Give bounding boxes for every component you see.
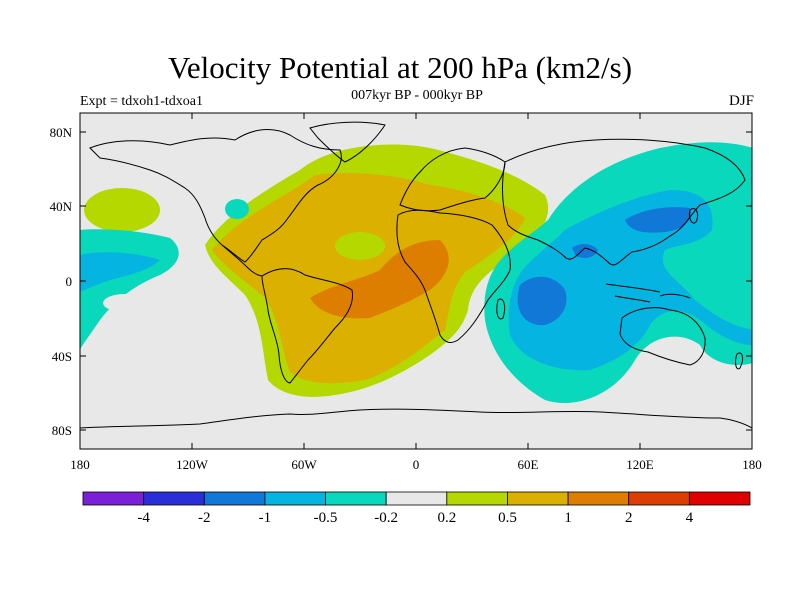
contour-fields	[80, 142, 752, 404]
y-axis-labels: 80N 40N 0 40S 80S	[50, 125, 73, 438]
contour-negative-1-east-asia	[625, 207, 692, 233]
colorbar-label: -0.2	[374, 510, 398, 526]
x-tick-label: 120W	[176, 457, 209, 472]
coastline-australia	[619, 307, 706, 366]
colorbar-label: -0.5	[314, 510, 338, 526]
coastline-asia	[501, 138, 746, 266]
x-axis-ticks	[79, 113, 753, 449]
colorbar-label: 4	[686, 510, 694, 526]
coastline-north-america	[89, 129, 342, 263]
contour-negative-0.5	[508, 190, 752, 371]
contour-negative-1	[517, 276, 567, 326]
season-label: DJF	[728, 93, 754, 109]
x-tick-label: 180	[70, 457, 90, 472]
coastline-south-america	[261, 268, 354, 384]
coastline-japan	[689, 208, 699, 224]
colorbar: -4 -2 -1 -0.5 -0.2 0.2 0.5 1 2 4	[82, 491, 751, 526]
colorbar-label: 2	[625, 510, 633, 526]
x-tick-label: 60E	[518, 457, 539, 472]
coastline-greenland	[309, 121, 386, 163]
coastline-indonesia	[605, 283, 691, 303]
colorbar-swatch	[628, 491, 690, 506]
colorbar-swatch	[385, 491, 448, 506]
contour-negative-pacific-w-0.5	[80, 252, 160, 292]
coastlines	[80, 121, 752, 429]
contour-positive-pacific-nw	[84, 188, 160, 232]
x-axis-labels: 180 120W 60W 0 60E 120E 180	[70, 457, 762, 472]
coastline-new-zealand	[735, 352, 744, 370]
colorbar-label: -1	[259, 510, 272, 526]
colorbar-swatch	[446, 491, 508, 506]
y-tick-label: 80S	[52, 423, 72, 438]
experiment-label: Expt = tdxoh1-tdxoa1	[80, 94, 203, 109]
plot-title: Velocity Potential at 200 hPa (km2/s)	[167, 50, 633, 85]
colorbar-label: 1	[564, 510, 572, 526]
coastline-central-america	[221, 244, 263, 277]
y-tick-label: 80N	[50, 125, 73, 140]
plot-subtitle: 007kyr BP - 000kyr BP	[351, 88, 483, 103]
coastline-madagascar	[496, 298, 506, 320]
colorbar-swatch	[264, 491, 326, 506]
y-tick-label: 40N	[50, 199, 73, 214]
colorbar-swatch	[325, 491, 387, 506]
x-tick-label: 120E	[626, 457, 654, 472]
y-tick-label: 40S	[52, 349, 72, 364]
colorbar-swatch	[688, 491, 751, 506]
colorbar-label: -4	[137, 510, 150, 526]
contour-positive-0.2-inner	[335, 232, 385, 260]
contour-neutral-pacific	[103, 294, 147, 312]
colorbar-label: -2	[198, 510, 211, 526]
colorbar-label: 0.5	[498, 510, 517, 526]
x-tick-label: 180	[742, 457, 762, 472]
coastline-antarctica	[80, 408, 752, 429]
coastline-africa	[396, 209, 511, 343]
colorbar-swatch	[203, 491, 266, 506]
y-tick-label: 0	[66, 274, 73, 289]
colorbar-swatch	[143, 491, 205, 506]
colorbar-label: 0.2	[437, 510, 456, 526]
colorbar-swatch	[82, 491, 145, 506]
x-tick-label: 60W	[291, 457, 317, 472]
colorbar-swatch	[567, 491, 630, 506]
colorbar-swatch	[507, 491, 569, 506]
y-axis-ticks	[80, 131, 752, 431]
contour-positive-1	[310, 240, 449, 319]
x-tick-label: 0	[413, 457, 420, 472]
contour-negative-atlantic-small	[225, 199, 249, 219]
